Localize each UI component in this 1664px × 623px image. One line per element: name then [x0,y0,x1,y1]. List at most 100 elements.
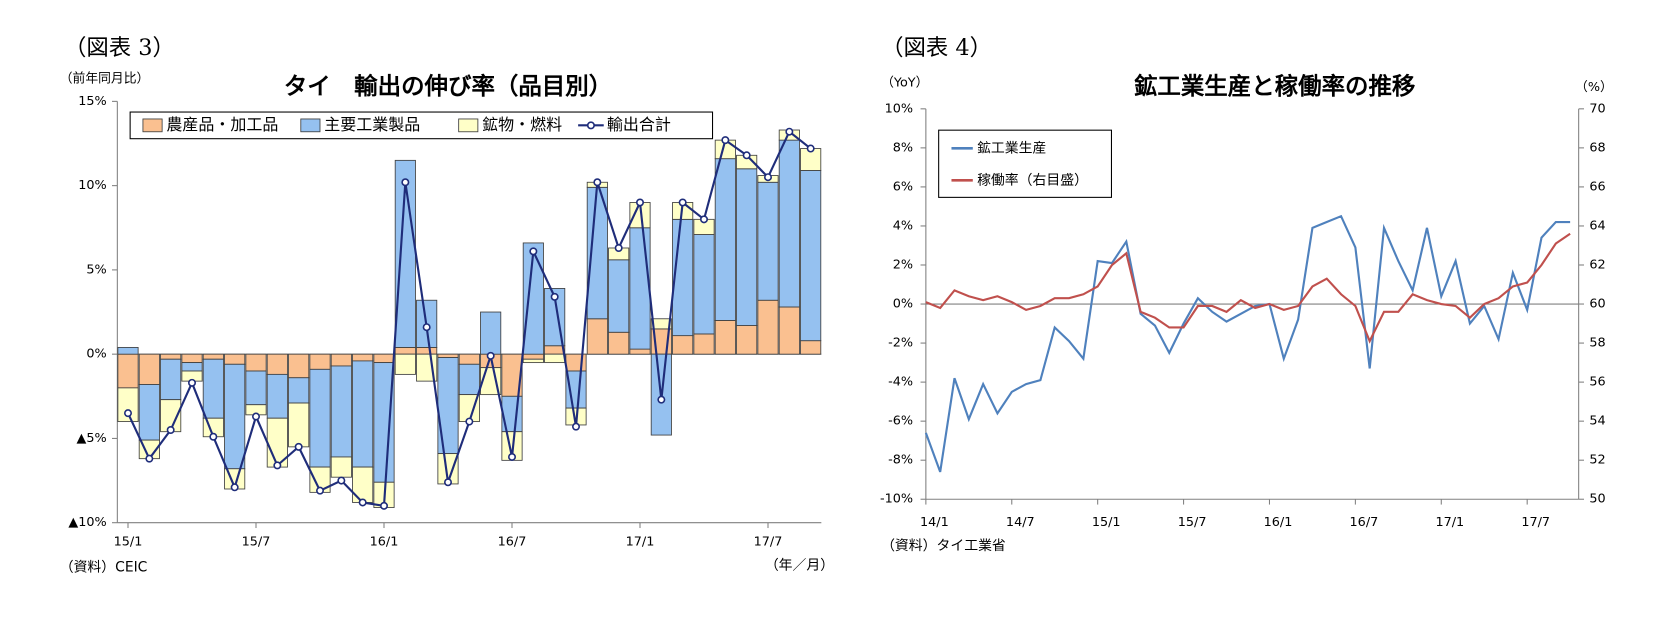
x-tick-label: 17/7 [1521,515,1550,530]
bar-segment [352,466,374,503]
y-tick-label: -6% [888,414,913,429]
bar-segment [522,242,544,355]
legend-box [129,111,714,140]
x-tick-label: 14/1 [920,515,949,530]
chart-title: タイ 輸出の伸び率（品目別） [284,72,612,100]
bar-segment [672,335,694,355]
marker [614,243,623,252]
marker [465,417,474,426]
marker [145,454,154,463]
legend-label: 稼働率（右目盛） [977,171,1088,188]
bar-segment [224,363,246,470]
bar-segment [394,353,416,375]
y-tick-label: 4% [893,218,913,233]
bar-segment [117,353,139,389]
bar-segment [309,368,331,468]
bar-segment [138,353,160,385]
bar-segment [181,353,203,364]
marker [252,412,260,421]
bar-segment [800,340,822,355]
x-tick-label: 15/7 [1178,515,1207,530]
x-tick-label: 15/7 [242,534,271,549]
y-axis-label: （YoY） [881,76,928,91]
y-tick-label: -4% [888,375,913,390]
bar-segment [522,358,544,364]
marker [316,486,324,495]
bar-segment [736,168,758,326]
marker [742,151,751,160]
y2-tick-label: 64 [1589,218,1605,233]
marker [593,178,602,187]
y-tick-label: 2% [893,257,913,272]
bar-segment [202,353,224,360]
bar-segment [117,346,139,355]
bar-segment [522,353,544,360]
bar-segment [160,353,182,360]
marker [678,198,687,207]
x-tick-label: 16/7 [1350,515,1379,530]
bar-segment [160,358,182,401]
y-tick-label: 5% [86,262,106,277]
marker [764,173,772,182]
marker [657,395,666,404]
bar-segment [778,306,800,355]
marker [166,426,175,435]
bar-segment [373,362,395,483]
x-tick-label: 16/1 [1264,515,1293,530]
bar-segment [480,311,502,355]
bar-segment [245,353,267,372]
marker [294,442,303,451]
bar-segment [330,353,352,367]
marker [785,127,794,136]
chart-title: 鉱工業生産と稼働率の推移 [1134,72,1415,100]
x-tick-label: 17/7 [754,534,783,549]
x-tick-label: 15/1 [1092,515,1121,530]
bar-segment [757,181,779,301]
bar-segment [629,348,651,355]
marker [188,378,196,387]
heading: （図表 3） [64,35,175,61]
y-tick-label: -2% [888,336,913,351]
bar-segment [117,387,139,423]
y2-tick-label: 70 [1589,101,1605,116]
bar-segment [288,402,310,448]
legend-swatch [458,118,479,133]
legend-label: 農産品・加工品 [166,115,278,134]
bar-segment [693,333,715,355]
bar-segment [373,353,395,364]
legend-label: 主要工業製品 [324,115,420,134]
x-tick-label: 17/1 [1435,515,1464,530]
bar-segment [330,365,352,458]
y-tick-label: 6% [893,179,913,194]
y-tick-label: ▲5% [77,431,107,446]
marker [572,422,580,431]
marker [550,292,559,301]
marker [700,215,708,224]
bar-segment [202,358,224,419]
marker [486,351,495,360]
marker [529,247,538,256]
bar-segment [181,362,203,372]
bar-segment [736,325,758,355]
bar-segment [544,353,566,364]
bar-segment [650,318,672,330]
y-tick-label: ▲10% [68,515,106,530]
bar-segment [309,353,331,370]
bar-segment [544,345,566,355]
y2-tick-label: 62 [1589,257,1605,272]
marker [721,136,730,145]
bar-segment [394,346,416,355]
y-tick-label: 0% [86,347,106,362]
y-tick-label: -8% [888,453,913,468]
marker [230,483,239,492]
marker [508,452,516,461]
legend-label: 輸出合計 [607,115,671,134]
bar-segment [714,320,736,355]
bar-segment [608,331,630,355]
source: （資料）タイ工業省 [881,538,1006,554]
bar-segment [586,318,608,355]
y-tick-label: 8% [893,140,913,155]
bar-segment [288,377,310,404]
